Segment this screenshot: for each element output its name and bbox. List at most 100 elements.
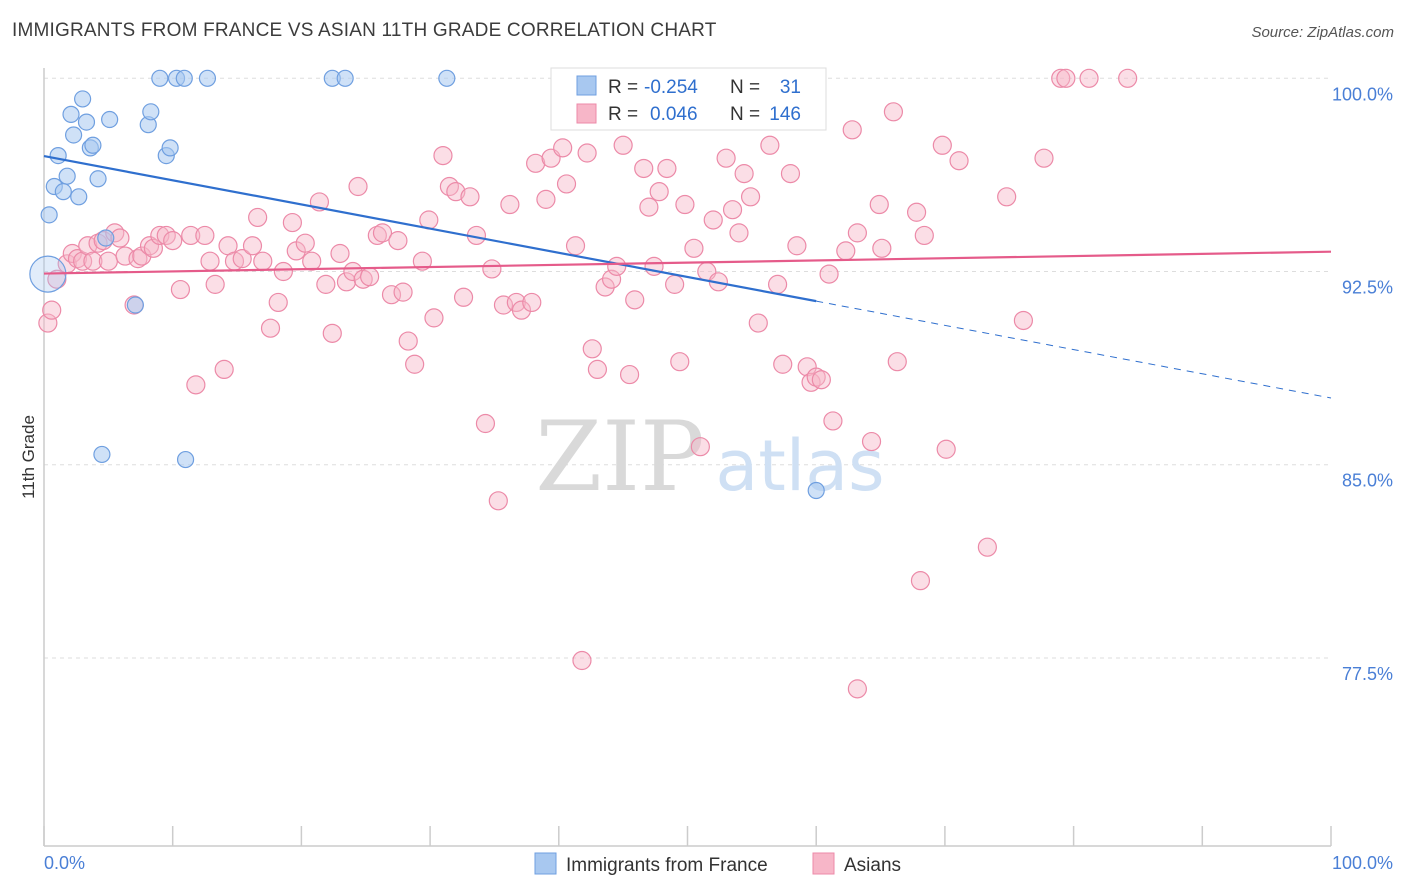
asians-point xyxy=(1118,68,1138,88)
asians-point xyxy=(214,359,234,380)
asians-point xyxy=(932,135,952,155)
asians-point xyxy=(360,267,380,287)
asians-point xyxy=(336,272,357,292)
asians-point xyxy=(740,187,761,207)
trend-lines xyxy=(43,155,1332,399)
asians-point xyxy=(536,189,556,209)
asians-point xyxy=(186,375,206,395)
france-point xyxy=(142,103,160,121)
asians-point xyxy=(556,174,577,194)
y-tick-labels: 77.5% 85.0% 92.5% 100.0% xyxy=(1332,84,1393,684)
asians-trend-line xyxy=(43,250,1332,275)
france-point xyxy=(126,296,144,314)
asians-point xyxy=(367,225,387,246)
asians-point xyxy=(997,187,1017,207)
asians-point xyxy=(619,364,640,385)
asians-point xyxy=(439,176,460,197)
legend-r-value-asians: 0.046 xyxy=(650,104,698,125)
x-ticks xyxy=(43,826,1332,846)
watermark: ZIP atlas xyxy=(535,401,884,513)
france-point xyxy=(70,188,88,206)
asians-point xyxy=(613,135,633,155)
asians-point xyxy=(949,151,969,171)
france-trend-line xyxy=(43,155,817,303)
asians-point xyxy=(195,225,215,246)
asians-point xyxy=(823,411,843,431)
asians-point xyxy=(446,182,466,202)
legend-n-value-asians: 146 xyxy=(769,104,801,125)
asians-point xyxy=(253,251,273,271)
asians-point xyxy=(526,153,546,173)
asians-point xyxy=(47,269,67,289)
asians-point xyxy=(587,359,608,380)
asians-point xyxy=(500,194,520,215)
asians-point xyxy=(482,259,502,279)
x-tick-label-min: 0.0% xyxy=(44,853,85,873)
asians-point xyxy=(295,233,315,253)
asians-point xyxy=(767,274,788,294)
asians-point xyxy=(787,236,807,256)
asians-point xyxy=(150,225,170,246)
y-tick-label: 100.0% xyxy=(1332,84,1393,104)
asians-point xyxy=(572,650,592,671)
france-point xyxy=(93,445,111,464)
france-point xyxy=(84,136,102,154)
asians-point xyxy=(412,251,432,271)
legend-n-value-france: 31 xyxy=(780,77,801,98)
france-point xyxy=(65,126,83,144)
asians-point xyxy=(156,225,176,246)
asians-point xyxy=(634,158,654,179)
france-point xyxy=(62,105,80,123)
asians-point xyxy=(200,251,220,271)
france-point xyxy=(58,167,76,185)
legend-n-label-france: N = xyxy=(730,77,760,98)
france-points xyxy=(29,69,825,500)
france-trend-extension xyxy=(816,300,1332,399)
asians-point xyxy=(1056,68,1076,88)
legend-swatch-france xyxy=(576,75,597,96)
asians-point xyxy=(690,437,710,457)
series-legend-swatch-france xyxy=(534,852,557,875)
asians-point xyxy=(302,251,322,271)
asians-point xyxy=(322,323,342,343)
asians-point xyxy=(83,251,103,271)
asians-point xyxy=(869,194,889,215)
asians-point xyxy=(703,210,723,230)
asians-point xyxy=(273,261,293,282)
asians-point xyxy=(649,182,669,202)
asians-point xyxy=(1013,310,1034,331)
asians-point xyxy=(232,249,252,269)
grid-lines xyxy=(44,77,1331,659)
asians-point xyxy=(488,491,508,511)
asians-point xyxy=(906,202,927,222)
watermark-atlas: atlas xyxy=(715,425,884,507)
asians-point xyxy=(433,145,453,166)
asians-point xyxy=(565,236,586,256)
asians-point xyxy=(553,138,573,158)
asians-point xyxy=(205,274,225,294)
asians-point xyxy=(242,236,263,256)
legend-swatch-asians xyxy=(576,103,597,124)
france-point xyxy=(97,229,115,247)
asians-point xyxy=(348,176,368,197)
series-legend-label-asians: Asians xyxy=(844,855,901,876)
france-point xyxy=(101,110,119,129)
asians-point xyxy=(577,143,597,163)
asians-point xyxy=(684,238,704,258)
asians-point xyxy=(872,238,892,258)
asians-point xyxy=(398,331,418,351)
france-point xyxy=(438,69,456,87)
asians-point xyxy=(716,148,736,168)
france-point xyxy=(176,450,195,469)
asians-point xyxy=(639,197,659,217)
asians-point xyxy=(675,194,695,215)
asians-point xyxy=(388,231,408,251)
asians-point xyxy=(914,225,934,246)
x-tick-label-max: 100.0% xyxy=(1332,853,1393,873)
asians-point xyxy=(748,313,768,333)
asians-point xyxy=(1034,148,1054,168)
asians-point xyxy=(760,135,780,155)
asians-point xyxy=(887,352,907,372)
france-point xyxy=(807,481,825,500)
